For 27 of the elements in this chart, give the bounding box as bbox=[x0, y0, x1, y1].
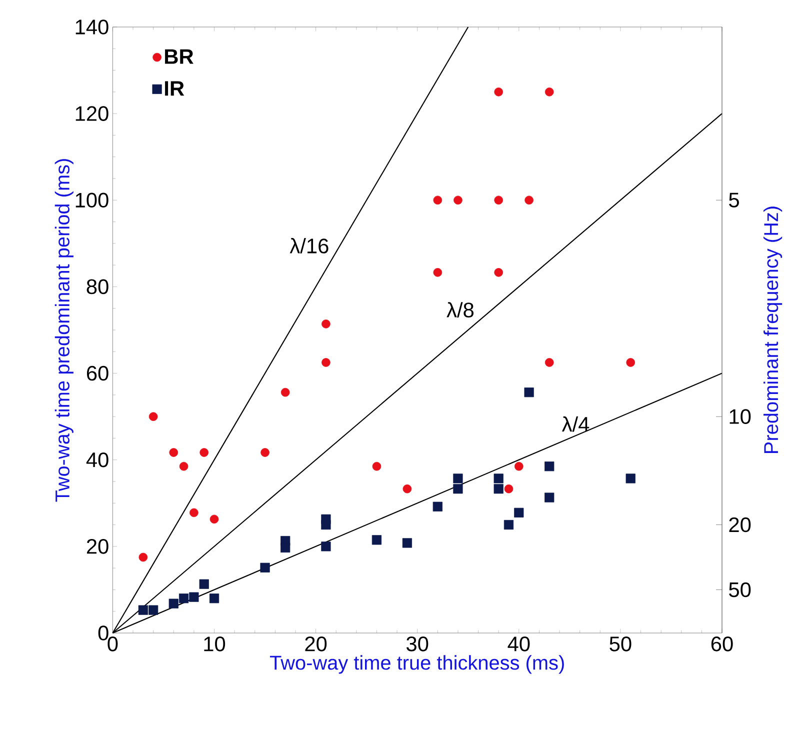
y-axis-title: Two-way time predominant period (ms) bbox=[54, 159, 74, 502]
legend-label: BR bbox=[165, 49, 194, 64]
y-tick-label: 120 bbox=[76, 106, 108, 121]
y-tick-label: 20 bbox=[86, 539, 108, 554]
text: 50 bbox=[729, 582, 751, 598]
x-axis-title: Two-way time true thickness (ms) bbox=[270, 655, 564, 674]
y-tick-label: 40 bbox=[86, 452, 108, 468]
text: 5 bbox=[729, 192, 739, 208]
y-tick-label: 100 bbox=[76, 192, 108, 208]
text: 20 bbox=[729, 517, 751, 532]
x-tick-label: 10 bbox=[204, 636, 226, 652]
text: 10 bbox=[730, 409, 751, 424]
x-tick-label: 50 bbox=[610, 636, 632, 652]
y2-axis-title: Predominant frequency (Hz) bbox=[764, 206, 782, 453]
x-tick-label: 20 bbox=[305, 636, 327, 652]
x-tick-label: 40 bbox=[508, 636, 530, 652]
x-tick-label: 30 bbox=[406, 636, 428, 652]
y-tick-label: 0 bbox=[98, 626, 108, 640]
series-label: λ/16 bbox=[290, 238, 328, 254]
y-tick-label: 60 bbox=[86, 366, 108, 381]
legend-label: IR bbox=[165, 81, 184, 96]
x-tick-label: 0 bbox=[108, 636, 118, 652]
y-tick-label: 140 bbox=[76, 20, 108, 34]
series-label: λ/8 bbox=[446, 302, 474, 318]
series-label: λ/4 bbox=[562, 416, 590, 432]
y-tick-label: 80 bbox=[86, 279, 108, 294]
x-tick-label: 60 bbox=[711, 636, 733, 652]
